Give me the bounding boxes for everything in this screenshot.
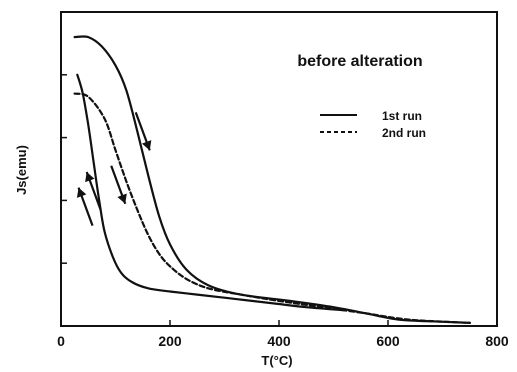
arrow-down <box>110 165 127 205</box>
arrow-up <box>76 187 94 227</box>
legend-label-1st-run: 1st run <box>382 109 422 123</box>
x-axis-title: T(°C) <box>261 353 292 368</box>
chart-annotation: before alteration <box>297 53 422 70</box>
arrow-up <box>85 171 102 211</box>
y-axis-ticks <box>61 74 67 264</box>
series-1st-run-cooling-line <box>76 73 346 312</box>
arrow-down <box>134 111 152 151</box>
y-axis-title: Js(emu) <box>14 145 29 195</box>
direction-arrows <box>76 111 152 227</box>
x-tick-label: 600 <box>376 333 400 349</box>
x-axis-ticks: 0 200 400 600 800 <box>57 320 509 349</box>
legend: 1st run 2nd run <box>320 109 426 140</box>
x-tick-label: 400 <box>267 333 291 349</box>
series-2nd-run-heating-line <box>73 92 471 324</box>
x-tick-label: 200 <box>158 333 182 349</box>
legend-label-2nd-run: 2nd run <box>382 126 426 140</box>
series-1st-run-heating-line <box>73 35 471 324</box>
x-tick-label: 800 <box>485 333 509 349</box>
series-layer <box>73 35 471 324</box>
x-tick-label: 0 <box>57 333 65 349</box>
